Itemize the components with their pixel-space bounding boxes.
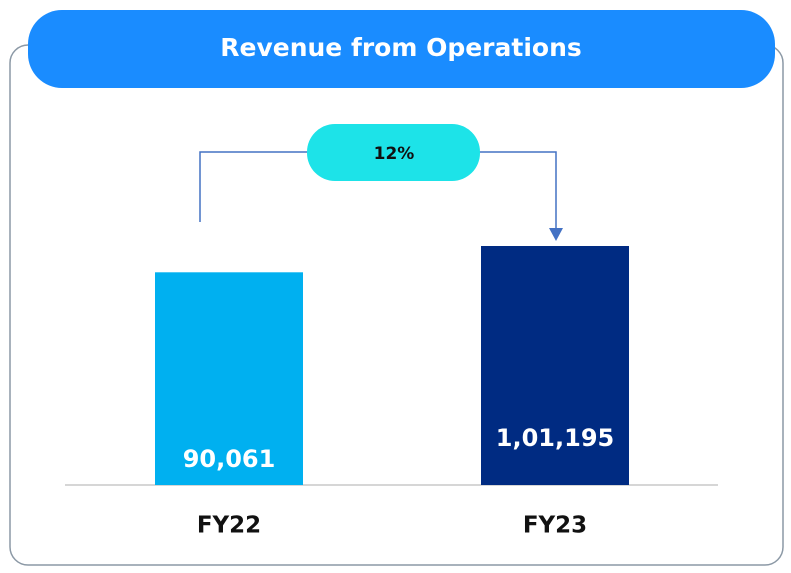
data-label: 90,061 <box>183 445 276 473</box>
growth-pill <box>307 124 480 181</box>
bar <box>481 246 629 485</box>
growth-label: 12% <box>374 144 415 164</box>
arrow-head <box>549 228 563 241</box>
x-tick-label: FY22 <box>197 513 261 539</box>
frame <box>9 44 784 566</box>
title-banner <box>28 10 775 88</box>
bar <box>155 272 303 485</box>
data-label: 1,01,195 <box>496 424 614 452</box>
x-tick-label: FY23 <box>523 513 587 539</box>
chart-title: Revenue from Operations <box>220 33 582 62</box>
